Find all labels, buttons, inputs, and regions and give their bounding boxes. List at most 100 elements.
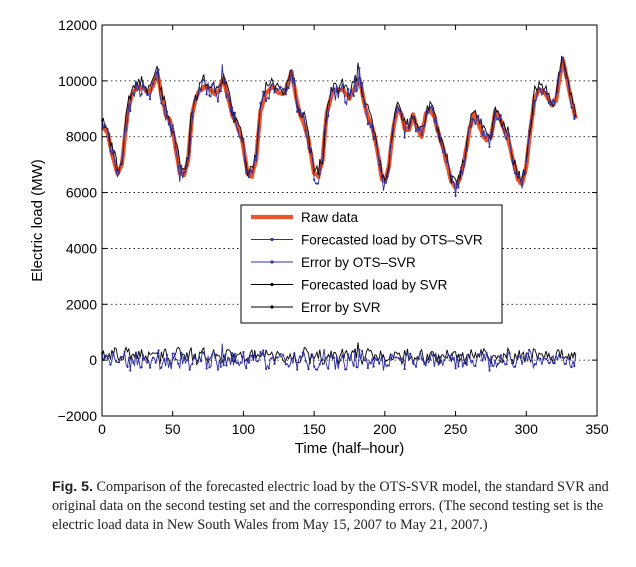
data-point-error-ots-svr <box>103 354 106 357</box>
data-point-error-ots-svr <box>202 352 205 355</box>
data-point-error-ots-svr <box>197 360 200 363</box>
data-point-forecast-ots-svr <box>559 70 562 73</box>
data-point-forecast-ots-svr <box>103 123 106 126</box>
data-point-error-ots-svr <box>445 356 449 359</box>
data-point-error-ots-svr <box>479 350 483 353</box>
data-point-forecast-ots-svr <box>530 114 534 118</box>
data-point-error-ots-svr <box>205 367 208 370</box>
data-point-forecast-ots-svr <box>414 130 418 133</box>
data-point-forecast-ots-svr <box>547 101 551 105</box>
data-point-error-ots-svr <box>236 361 239 364</box>
data-point-forecast-ots-svr <box>267 97 270 100</box>
data-point-forecast-ots-svr <box>239 136 242 139</box>
data-point-error-ots-svr <box>358 348 361 351</box>
data-point-forecast-ots-svr <box>494 110 497 113</box>
data-point-forecast-ots-svr <box>273 91 276 94</box>
data-point-error-ots-svr <box>146 361 149 364</box>
data-point-forecast-ots-svr <box>525 160 528 163</box>
data-point-forecast-ots-svr <box>471 118 474 121</box>
data-point-forecast-ots-svr <box>369 126 372 129</box>
data-point-error-ots-svr <box>191 362 194 366</box>
series-line-error-ots-svr <box>101 343 577 371</box>
y-tick-label: −2000 <box>58 408 98 424</box>
data-point-error-ots-svr <box>465 363 468 366</box>
data-point-forecast-ots-svr <box>174 146 177 149</box>
data-point-forecast-ots-svr <box>511 158 514 161</box>
data-point-forecast-ots-svr <box>330 89 333 92</box>
data-point-error-ots-svr <box>281 354 285 357</box>
data-point-forecast-ots-svr <box>468 124 471 127</box>
data-point-error-ots-svr <box>157 349 160 352</box>
data-point-forecast-ots-svr <box>143 86 146 89</box>
data-point-forecast-ots-svr <box>542 90 545 93</box>
data-point-forecast-ots-svr <box>550 101 553 104</box>
data-point-forecast-ots-svr <box>112 149 115 152</box>
data-point-error-ots-svr <box>516 354 519 358</box>
data-point-error-ots-svr <box>564 362 567 365</box>
data-point-error-ots-svr <box>140 366 143 369</box>
x-tick-label: 200 <box>373 421 397 437</box>
data-point-forecast-ots-svr <box>315 182 319 185</box>
y-tick-label: 6000 <box>66 185 97 201</box>
data-point-forecast-ots-svr <box>219 90 222 93</box>
data-point-error-ots-svr <box>400 357 403 361</box>
data-point-error-ots-svr <box>482 353 485 356</box>
data-point-forecast-ots-svr <box>573 117 576 120</box>
data-point-error-ots-svr <box>296 368 299 371</box>
data-point-error-ots-svr <box>559 356 562 359</box>
data-point-error-ots-svr <box>168 361 171 364</box>
data-point-forecast-ots-svr <box>567 85 570 88</box>
data-point-error-ots-svr <box>222 364 225 367</box>
data-point-forecast-ots-svr <box>304 129 307 132</box>
data-point-forecast-ots-svr <box>231 106 234 109</box>
data-point-forecast-ots-svr <box>140 93 143 96</box>
data-point-forecast-ots-svr <box>533 99 536 102</box>
data-point-error-ots-svr <box>239 361 242 364</box>
data-point-forecast-ots-svr <box>160 102 163 105</box>
data-point-forecast-ots-svr <box>477 114 480 117</box>
data-point-error-ots-svr <box>409 352 412 355</box>
data-point-error-ots-svr <box>567 357 570 360</box>
data-point-error-ots-svr <box>262 349 265 352</box>
data-point-error-ots-svr <box>397 357 401 360</box>
caption-text: Comparison of the forecasted electric lo… <box>52 479 609 533</box>
data-point-error-ots-svr <box>395 356 398 359</box>
data-point-error-ots-svr <box>231 352 234 355</box>
data-point-forecast-ots-svr <box>397 108 401 111</box>
data-point-forecast-ots-svr <box>420 134 423 137</box>
data-point-forecast-ots-svr <box>120 160 123 163</box>
data-point-error-ots-svr <box>414 365 418 368</box>
data-point-error-ots-svr <box>380 354 384 357</box>
data-point-forecast-ots-svr <box>516 174 519 177</box>
data-point-error-ots-svr <box>525 354 528 357</box>
data-point-forecast-ots-svr <box>352 94 355 98</box>
data-point-error-ots-svr <box>338 359 341 363</box>
data-point-forecast-ots-svr <box>564 76 567 79</box>
data-point-error-ots-svr <box>420 357 423 360</box>
legend-label: Error by OTS–SVR <box>301 255 416 270</box>
data-point-error-ots-svr <box>341 354 344 357</box>
data-point-forecast-ots-svr <box>165 110 169 113</box>
data-point-error-ots-svr <box>270 357 273 360</box>
data-point-error-ots-svr <box>120 356 123 359</box>
data-point-forecast-ots-svr <box>211 83 214 86</box>
data-point-error-ots-svr <box>267 367 270 370</box>
data-point-error-ots-svr <box>496 362 500 365</box>
data-point-error-ots-svr <box>313 365 316 368</box>
data-point-error-ots-svr <box>109 363 112 366</box>
data-point-forecast-ots-svr <box>482 130 485 133</box>
data-point-forecast-ots-svr <box>191 115 194 118</box>
data-point-forecast-ots-svr <box>440 142 443 146</box>
data-point-forecast-ots-svr <box>556 90 559 93</box>
data-point-error-ots-svr <box>327 367 330 370</box>
data-point-forecast-ots-svr <box>409 118 412 121</box>
data-point-forecast-ots-svr <box>242 138 245 141</box>
data-point-forecast-ots-svr <box>236 128 239 131</box>
data-point-error-ots-svr <box>485 352 488 355</box>
data-point-error-ots-svr <box>474 364 477 368</box>
data-point-error-ots-svr <box>451 357 454 361</box>
data-point-error-ots-svr <box>188 368 191 371</box>
data-point-error-ots-svr <box>505 362 508 366</box>
data-point-error-ots-svr <box>256 360 259 363</box>
data-point-forecast-ots-svr <box>403 136 406 139</box>
